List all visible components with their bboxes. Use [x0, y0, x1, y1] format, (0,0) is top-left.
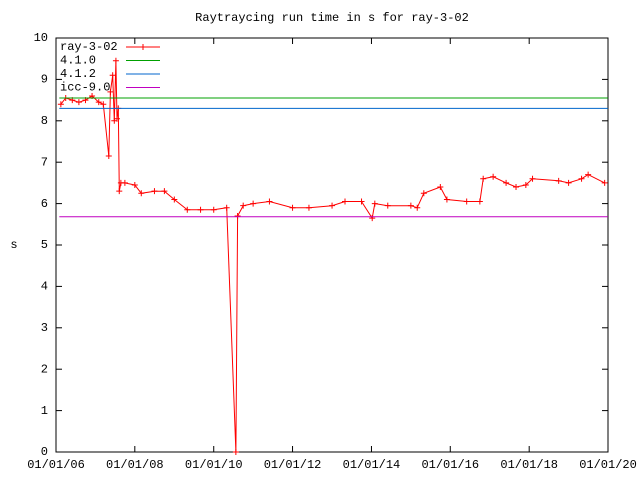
point-marker	[522, 181, 529, 188]
point-marker	[305, 204, 312, 211]
point-marker	[476, 198, 483, 205]
point-marker	[100, 101, 107, 108]
point-marker	[121, 179, 128, 186]
chart-title: Raytraycing run time in s for ray-3-02	[195, 11, 469, 25]
y-tick-label: 0	[41, 445, 48, 459]
y-tick-label: 4	[41, 280, 48, 294]
point-marker	[250, 200, 257, 207]
x-tick-label: 01/01/18	[500, 458, 558, 472]
point-marker	[371, 200, 378, 207]
y-tick-label: 7	[41, 155, 48, 169]
y-tick-label: 9	[41, 73, 48, 87]
legend-label: ray-3-02	[60, 40, 118, 54]
x-tick-label: 01/01/14	[343, 458, 401, 472]
point-marker	[490, 173, 497, 180]
point-marker	[240, 202, 247, 209]
y-tick-label: 8	[41, 114, 48, 128]
point-marker	[463, 198, 470, 205]
point-marker	[232, 449, 239, 455]
point-marker	[75, 99, 82, 106]
point-marker	[565, 179, 572, 186]
x-tick-label: 01/01/06	[27, 458, 85, 472]
legend-label: 4.1.2	[60, 67, 96, 81]
legend-marker	[140, 44, 146, 50]
point-marker	[414, 204, 421, 211]
point-marker	[109, 72, 116, 79]
legend-label: icc-9.0	[60, 81, 110, 95]
point-marker	[171, 196, 178, 203]
point-marker	[342, 198, 349, 205]
x-tick-label: 01/01/10	[185, 458, 243, 472]
point-marker	[266, 198, 273, 205]
point-marker	[197, 206, 204, 213]
point-marker	[113, 115, 120, 122]
point-marker	[112, 57, 119, 64]
point-marker	[578, 175, 585, 182]
point-marker	[420, 190, 427, 197]
point-marker	[223, 204, 230, 211]
point-marker	[529, 175, 536, 182]
point-marker	[503, 179, 510, 186]
x-tick-label: 01/01/08	[106, 458, 164, 472]
point-marker	[210, 206, 217, 213]
y-tick-label: 6	[41, 197, 48, 211]
point-marker	[358, 198, 365, 205]
point-marker	[384, 202, 391, 209]
point-marker	[161, 188, 168, 195]
point-marker	[107, 88, 114, 95]
point-marker	[234, 213, 241, 220]
y-tick-label: 3	[41, 321, 48, 335]
point-marker	[151, 188, 158, 195]
point-marker	[369, 215, 376, 222]
y-tick-label: 10	[34, 31, 48, 45]
point-marker	[57, 101, 64, 108]
point-marker	[184, 206, 191, 213]
y-tick-label: 5	[41, 238, 48, 252]
point-marker	[407, 202, 414, 209]
legend-label: 4.1.0	[60, 54, 96, 68]
point-marker	[105, 152, 112, 159]
point-marker	[601, 179, 608, 186]
point-marker	[131, 181, 138, 188]
point-marker	[585, 171, 592, 178]
x-tick-label: 01/01/16	[421, 458, 479, 472]
y-tick-label: 1	[41, 404, 48, 418]
series-line	[60, 60, 605, 453]
point-marker	[116, 188, 123, 195]
point-marker	[95, 99, 102, 106]
point-marker	[555, 177, 562, 184]
plot-border	[55, 37, 609, 453]
point-marker	[437, 184, 444, 191]
point-marker	[138, 190, 145, 197]
point-marker	[480, 175, 487, 182]
point-marker	[443, 196, 450, 203]
y-tick-label: 2	[41, 362, 48, 376]
point-marker	[289, 204, 296, 211]
point-marker	[329, 202, 336, 209]
x-tick-label: 01/01/12	[264, 458, 322, 472]
x-tick-label: 01/01/20	[579, 458, 637, 472]
y-axis-label: s	[10, 238, 17, 252]
point-marker	[513, 184, 520, 191]
